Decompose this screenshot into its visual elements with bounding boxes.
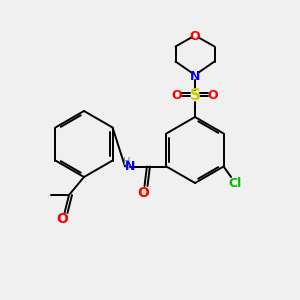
Text: O: O [137,186,149,200]
Text: O: O [190,29,200,43]
Text: O: O [172,89,182,102]
Text: H: H [123,157,130,167]
Text: O: O [208,89,218,102]
Text: S: S [190,88,200,104]
Text: Cl: Cl [228,176,242,190]
Text: N: N [190,70,200,83]
Text: N: N [124,160,135,173]
Text: O: O [56,212,68,226]
